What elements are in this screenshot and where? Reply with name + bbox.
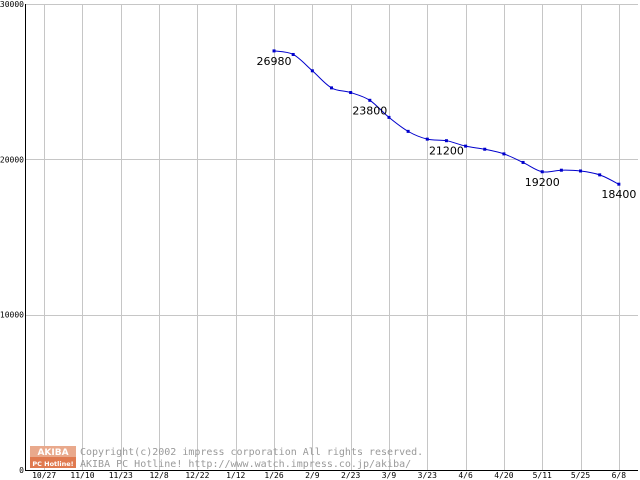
x-tick-label: 2/23 <box>341 471 360 480</box>
series-path <box>273 50 620 185</box>
x-tick-labels: 10/27 11/10 11/23 12/8 12/22 1/12 1/26 2/9 2/23 3… <box>32 471 626 480</box>
logo-bottom-text: PC Hotline! <box>32 460 73 468</box>
watermark: AKIBA PC Hotline! Copyright(c)2002 impre… <box>30 446 423 470</box>
data-point <box>521 160 525 164</box>
x-tick-label: 6/8 <box>612 471 627 480</box>
data-point <box>368 98 372 102</box>
x-tick-label: 5/25 <box>571 471 590 480</box>
x-tick-label: 10/27 <box>32 471 56 480</box>
data-point <box>349 91 353 95</box>
data-point <box>330 86 333 90</box>
x-tick-label: 5/11 <box>533 471 552 480</box>
x-tick-label: 1/26 <box>264 471 283 480</box>
data-point <box>444 139 448 143</box>
data-point <box>598 173 602 177</box>
data-point <box>272 49 276 53</box>
akiba-logo: AKIBA PC Hotline! <box>30 446 76 468</box>
grid-lines <box>25 4 638 471</box>
y-tick-labels: 0 10000 20000 30000 <box>0 0 24 475</box>
y-tick-label: 10000 <box>0 311 24 320</box>
series-points <box>272 49 621 186</box>
data-label: 23800 <box>352 104 387 117</box>
data-label: 21200 <box>429 145 464 158</box>
data-point <box>406 129 410 133</box>
data-point <box>483 147 487 151</box>
data-point <box>540 170 544 174</box>
x-tick-label: 1/12 <box>226 471 245 480</box>
data-point <box>464 144 468 148</box>
data-label: 26980 <box>257 55 292 68</box>
x-tick-label: 11/10 <box>70 471 94 480</box>
data-label: 19200 <box>525 176 560 189</box>
copyright-line: Copyright(c)2002 impress corporation All… <box>80 447 423 458</box>
data-point <box>502 152 506 156</box>
series-line <box>273 50 620 185</box>
data-point <box>291 52 295 56</box>
data-point <box>617 182 621 186</box>
data-point <box>425 137 429 141</box>
y-tick-label: 30000 <box>0 0 24 9</box>
site-line: AKIBA PC Hotline! http://www.watch.impre… <box>80 459 411 470</box>
x-tick-label: 4/6 <box>458 471 473 480</box>
logo-top-text: AKIBA <box>37 448 68 458</box>
y-tick-label: 0 <box>19 466 24 475</box>
data-point <box>387 115 391 119</box>
data-point <box>559 168 563 172</box>
x-tick-label: 12/22 <box>185 471 209 480</box>
x-tick-label: 11/23 <box>109 471 133 480</box>
y-tick-label: 20000 <box>0 155 24 164</box>
data-point <box>579 169 583 173</box>
x-tick-label: 3/23 <box>418 471 437 480</box>
x-tick-label: 12/8 <box>149 471 168 480</box>
data-label: 18400 <box>601 188 636 201</box>
x-tick-label: 3/9 <box>382 471 397 480</box>
axes <box>25 4 638 471</box>
data-point <box>310 69 314 73</box>
x-tick-label: 2/9 <box>305 471 320 480</box>
data-labels: 26980 23800 21200 19200 18400 <box>257 55 637 201</box>
x-tick-label: 4/20 <box>494 471 513 480</box>
